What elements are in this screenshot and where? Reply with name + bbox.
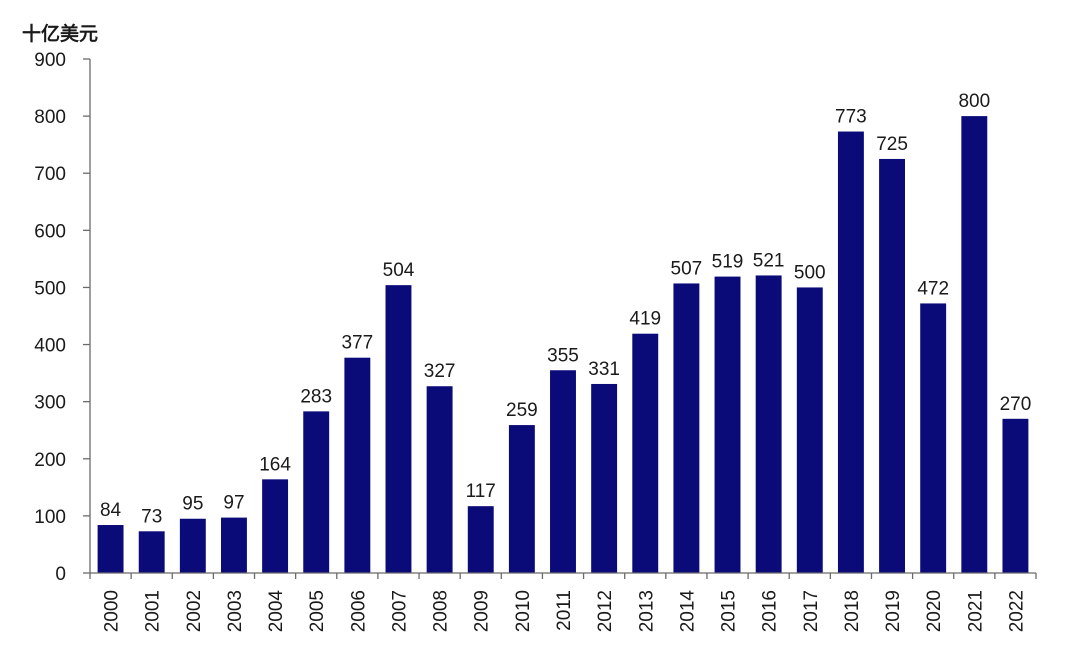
bar-2016	[755, 275, 782, 573]
bars-group	[97, 116, 1029, 573]
y-axis: 0 100 200 300 400 500 600 700 800 900	[34, 50, 91, 585]
x-tick-label-2004: 2004	[266, 590, 287, 633]
data-label-2010: 259	[506, 400, 538, 421]
y-tick-label: 800	[34, 107, 66, 128]
data-label-2017: 500	[794, 262, 826, 283]
x-tick-label-2007: 2007	[389, 590, 410, 632]
bar-2004	[262, 479, 289, 573]
data-label-2013: 419	[629, 309, 661, 330]
data-label-2002: 95	[182, 494, 203, 515]
x-tick-label-2019: 2019	[883, 590, 904, 632]
y-tick-label: 900	[34, 50, 66, 71]
data-label-2012: 331	[588, 359, 620, 380]
bar-2019	[879, 158, 905, 573]
x-tick-label-2003: 2003	[225, 590, 246, 632]
data-label-2014: 507	[671, 258, 703, 279]
bar-2005	[303, 411, 330, 573]
bar-2003	[221, 517, 247, 573]
data-label-2009: 117	[466, 481, 496, 502]
x-tick-label-2022: 2022	[1006, 590, 1027, 632]
bar-2008	[426, 386, 453, 573]
x-tick-label-2016: 2016	[760, 590, 781, 632]
data-label-2021: 800	[958, 91, 990, 112]
x-tick-label-2020: 2020	[924, 590, 945, 632]
x-tick-label-2006: 2006	[348, 590, 369, 632]
x-tick-label-2013: 2013	[636, 590, 657, 632]
bar-2002	[179, 518, 206, 573]
x-tick-label-2008: 2008	[431, 590, 452, 632]
bar-2012	[591, 383, 618, 573]
bar-2011	[550, 370, 576, 573]
x-tick-label-2017: 2017	[801, 590, 822, 632]
x-tick-label-2001: 2001	[143, 590, 164, 632]
x-tick-label-2014: 2014	[677, 590, 698, 633]
x-tick-label-2011: 2011	[554, 590, 575, 631]
x-axis: 2000 2001 2002 2003 2004 2005 2006 2007 2008 2009…	[89, 572, 1037, 633]
x-tick-label-2000: 2000	[102, 590, 123, 632]
data-label-2003: 97	[223, 493, 244, 514]
bar-2014	[673, 283, 700, 573]
y-tick-label: 400	[34, 336, 66, 357]
value-labels-group: 84 73 95 97 164 283 377 504 327 117 259 355 331 419 50…	[100, 91, 1031, 527]
bar-2000	[97, 525, 124, 573]
data-label-2022: 270	[1000, 394, 1032, 415]
x-tick-label-2009: 2009	[472, 590, 493, 632]
y-axis-unit-label: 十亿美元	[22, 22, 98, 45]
x-tick-label-2021: 2021	[965, 590, 986, 632]
bar-2018	[837, 131, 864, 573]
data-label-2019: 725	[876, 134, 908, 155]
bar-2006	[344, 357, 371, 573]
y-tick-label: 100	[34, 507, 66, 528]
bar-2009	[467, 506, 494, 573]
bar-2007	[385, 285, 412, 573]
data-label-2011: 355	[547, 345, 579, 366]
bar-2015	[714, 276, 741, 573]
bar-2017	[796, 287, 823, 573]
data-label-2016: 521	[753, 250, 785, 271]
y-tick-label: 0	[55, 564, 66, 585]
bar-2001	[138, 531, 165, 573]
bar-2022	[1002, 418, 1029, 573]
data-label-2018: 773	[835, 107, 867, 128]
data-label-2006: 377	[341, 333, 373, 354]
data-label-2020: 472	[917, 278, 949, 299]
x-tick-label-2010: 2010	[513, 590, 534, 632]
bar-2020	[920, 303, 947, 573]
data-label-2007: 504	[383, 260, 415, 281]
x-tick-label-2002: 2002	[184, 590, 205, 632]
y-tick-label: 500	[34, 278, 66, 299]
data-label-2001: 73	[141, 506, 162, 527]
data-label-2008: 327	[424, 361, 456, 382]
x-tick-label-2015: 2015	[719, 590, 740, 632]
y-tick-label: 700	[34, 164, 66, 185]
x-tick-label-2005: 2005	[307, 590, 328, 632]
bar-2010	[508, 425, 535, 573]
x-tick-label-2012: 2012	[595, 590, 616, 632]
y-tick-label: 300	[34, 393, 66, 414]
x-tick-label-2018: 2018	[842, 590, 863, 632]
data-label-2000: 84	[100, 500, 122, 521]
y-tick-label: 600	[34, 221, 66, 242]
data-label-2004: 164	[259, 454, 291, 475]
data-label-2015: 519	[712, 252, 744, 273]
bar-2021	[961, 116, 988, 573]
bar-2013	[632, 333, 659, 573]
data-label-2005: 283	[300, 386, 332, 407]
y-tick-label: 200	[34, 450, 66, 471]
